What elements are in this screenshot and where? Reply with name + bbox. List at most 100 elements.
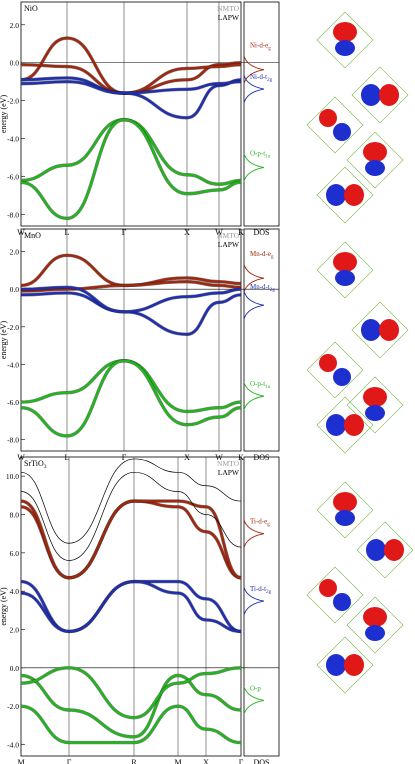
lobe-negative [326,654,346,676]
ytick-label: 2.0 [10,21,20,30]
kpoint-label: X [203,758,209,764]
dos-label-sub: 1u [265,154,271,159]
band-mn-d-t2g-2- [20,286,242,313]
band-o-p [20,674,242,739]
lobe-negative [335,270,355,286]
band-mn-d-eg-2- [20,280,242,293]
kpoint-label: L [65,453,70,462]
ytick-label: 0.0 [10,664,20,673]
lobe-negative [361,319,381,341]
dos-peak [243,586,265,616]
ytick-label: 2.0 [10,626,20,635]
ytick-label: -8.0 [7,211,19,220]
dos-label: O-p [250,684,261,692]
orbital [316,241,374,299]
kpoint-label: X [184,453,190,462]
ytick-label: -2.0 [7,702,19,711]
dos-label-sub: g [267,523,270,528]
band-shadow [20,291,242,337]
panel-title: NiO [24,4,38,13]
dos-label: Mn-d-eg [250,250,274,260]
lobe-positive [344,184,364,206]
legend-nmto: NMTO [217,459,240,468]
dos-peak [243,381,265,411]
dos-peak [243,291,265,320]
dos-peak [243,153,265,182]
ylabel: energy (eV) [0,321,8,360]
ytick-label: -6.0 [7,173,19,182]
legend-nmto: NMTO [217,231,240,240]
octahedron-cage [306,566,364,624]
dos-label-sub: 2g [267,78,273,83]
dos-frame [243,1,280,227]
panel-title: SrTiO3 [24,459,47,470]
octahedron-cage [346,376,404,434]
dos-peak [243,519,265,548]
dos-peak [243,74,265,104]
dos-peak [243,686,265,715]
dos-label: O-p-t1u [250,380,271,390]
dos-label: Mn-d-t2g [250,283,275,293]
ytick-label: 0.0 [10,285,20,294]
dos-axis-label: DOS [253,228,269,237]
kpoint-label: Γ [122,453,127,462]
orbital [346,596,404,654]
lobe-negative [326,414,346,436]
dos-label-sub: g [271,255,274,260]
legend-lapw: LAPW [218,240,240,249]
band-ni-d-eg-2- [20,63,242,95]
band-o-p-3- [20,666,242,719]
panel-srtio3: M Γ R M X Γ DOS 10.0 8.0 6.0 4.0 2.0 0.0 -2.0 -4.0 ener… [0,456,280,764]
lobe-negative [365,625,385,641]
dos-peak [243,264,265,293]
plot-frame [20,456,242,757]
panel-title: MnO [24,231,41,240]
lobe-positive [319,354,337,372]
orbital [316,636,374,694]
octahedron-cage [346,131,404,189]
lobe-negative [333,593,351,611]
ytick-label: 4.0 [10,587,20,596]
dos-label: Ti-d-t2g [250,585,272,595]
orbital [346,131,404,189]
ytick-label: 6.0 [10,549,20,558]
dos-label-sub: g [268,47,271,52]
kpoint-label: W [215,453,223,462]
ytick-label: -2.0 [7,323,19,332]
band-o-p-t1u [20,118,242,186]
orbital [306,341,364,399]
orbital [316,481,374,539]
band-mn-d-eg [20,254,242,287]
band-o-p-t1u [20,359,242,413]
dos-frame [243,456,280,757]
plot-frame [20,1,242,227]
dos-label: Ni-d-t2g [250,73,273,83]
octahedron-cage [316,166,374,224]
orbital [346,376,404,434]
ytick-label: -4.0 [7,360,19,369]
octahedron-cage [351,66,409,124]
orbital [306,96,364,154]
orbital [351,66,409,124]
dos-frame [243,228,280,452]
orbital-illustrations [306,11,414,694]
ylabel: energy (eV) [0,95,8,134]
kpoint-label: Γ [239,758,244,764]
ytick-label: -4.0 [7,741,19,750]
lobe-positive [384,539,404,561]
band-lapw-upper-2- [20,458,242,544]
legend-nmto: NMTO [217,4,240,13]
ytick-label: 2.0 [10,248,20,257]
dos-peak [243,55,265,84]
band-ni-d-t2g [20,76,242,119]
band-lapw-upper [20,471,242,561]
lobe-positive [363,142,387,162]
lobe-negative [365,405,385,421]
ytick-label: -2.0 [7,97,19,106]
lobe-negative [366,539,386,561]
band-shadow [20,666,242,720]
dos-label-sub: 1u [265,385,271,390]
dos-label: O-p-t1u [250,149,271,159]
